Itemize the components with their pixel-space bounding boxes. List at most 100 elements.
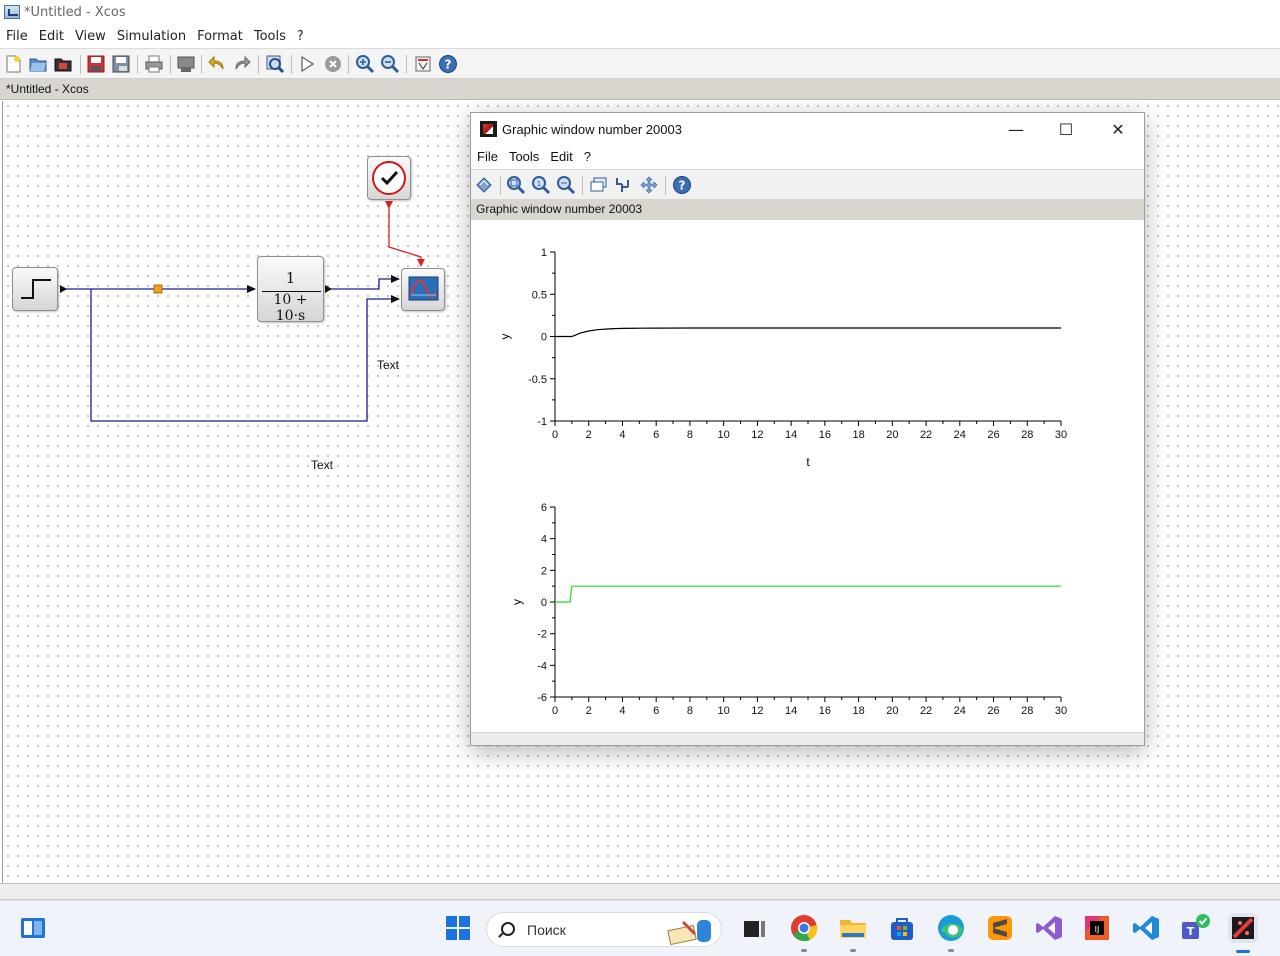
export-icon[interactable] — [176, 54, 196, 74]
menu-tools[interactable]: Tools — [253, 29, 286, 44]
zoom-fit-icon[interactable]: 1 — [531, 175, 551, 195]
zoom-in-icon[interactable] — [355, 54, 375, 74]
split-point[interactable] — [153, 284, 163, 294]
start-icon[interactable] — [443, 913, 473, 943]
y-tick-label-1-0: -6 — [537, 692, 547, 704]
x-tick-label-0-6: 12 — [751, 429, 763, 441]
undo-icon[interactable] — [207, 54, 227, 74]
visual-studio-icon[interactable] — [1034, 913, 1064, 943]
save-icon[interactable] — [86, 54, 106, 74]
x-tick-label-1-13: 26 — [987, 705, 999, 717]
jetbrains-icon[interactable]: IJ — [1082, 913, 1112, 943]
menu-view[interactable]: View — [74, 29, 106, 44]
main-menubar: File Edit View Simulation Format Tools? — [0, 27, 1280, 48]
transfer-function-block[interactable]: 1 10 + 10·s — [257, 256, 324, 324]
y-tick-label-1-3: 0 — [541, 597, 547, 609]
scilab-icon[interactable] — [1228, 913, 1258, 943]
rotate-icon[interactable] — [474, 175, 494, 195]
search-placeholder: Поиск — [527, 922, 566, 938]
tf-denominator: 10 + 10·s — [273, 292, 308, 324]
x-tick-label-0-9: 18 — [852, 429, 864, 441]
edge-icon[interactable] — [936, 913, 966, 943]
start-simulation-icon[interactable] — [297, 54, 317, 74]
new-diagram-icon[interactable] — [3, 54, 23, 74]
maximize-button[interactable]: ☐ — [1058, 120, 1074, 139]
print-icon[interactable] — [144, 54, 164, 74]
x-tick-label-1-14: 28 — [1021, 705, 1033, 717]
zoom-out-icon[interactable] — [380, 54, 400, 74]
chrome-icon[interactable] — [789, 913, 819, 943]
gmenu-file[interactable]: File — [477, 149, 498, 164]
menu-format[interactable]: Format — [197, 29, 243, 44]
graphic-window-titlebar[interactable]: Graphic window number 20003 — ☐ ✕ — [471, 113, 1144, 146]
learning-app-icon — [667, 920, 711, 946]
pan-icon[interactable] — [639, 175, 659, 195]
scope-icon — [408, 276, 439, 301]
save-as-icon[interactable] — [111, 54, 131, 74]
graphic-menubar: File Tools Edit? — [471, 149, 1144, 169]
datatip-manager-icon[interactable] — [614, 175, 634, 195]
gmenu-tools[interactable]: Tools — [508, 149, 540, 164]
widgets-icon[interactable] — [18, 913, 48, 943]
graphic-window-label-bar: Graphic window number 20003 — [471, 199, 1144, 220]
plot-area[interactable]: 0 2 4 6 8 10 12 14 16 18 20 22 24 26 28 30 -1 -0.5 0 0.5 1 t y… — [471, 220, 1144, 732]
close-button[interactable]: ✕ — [1111, 120, 1125, 139]
vscode-icon[interactable] — [1131, 913, 1161, 943]
open-icon[interactable] — [28, 54, 48, 74]
step-icon — [21, 279, 51, 299]
sublime-icon[interactable] — [985, 913, 1015, 943]
diagram-tab[interactable]: *Untitled - Xcos — [0, 79, 1280, 100]
stop-simulation-icon[interactable] — [323, 54, 343, 74]
menu-simulation[interactable]: Simulation — [116, 29, 187, 44]
redo-icon[interactable] — [232, 54, 252, 74]
series-line-0-0 — [555, 327, 1061, 338]
zoom-icon[interactable] — [506, 175, 526, 195]
y-tick-label-0-1: -0.5 — [528, 374, 547, 386]
open-in-scilab-icon[interactable] — [53, 54, 73, 74]
step-block[interactable] — [12, 267, 58, 311]
x-tick-label-1-7: 14 — [785, 705, 797, 717]
y-tick-label-1-6: 6 — [541, 502, 547, 514]
file-explorer-icon[interactable] — [838, 913, 868, 943]
x-tick-label-1-8: 16 — [819, 705, 831, 717]
x-tick-label-1-6: 12 — [751, 705, 763, 717]
menu-help[interactable]: ? — [296, 29, 304, 44]
text-label-1[interactable]: Text — [377, 358, 400, 372]
text-label-2[interactable]: Text — [311, 458, 334, 472]
palette-browser-icon[interactable] — [413, 54, 433, 74]
link-tf-to-scope-top[interactable] — [325, 278, 399, 290]
scilab-graphic-icon — [480, 121, 497, 137]
main-toolbar: ? — [0, 48, 1280, 79]
help-icon[interactable]: ? — [438, 54, 458, 74]
x-tick-label-1-2: 4 — [619, 705, 625, 717]
x-tick-label-0-8: 16 — [819, 429, 831, 441]
x-tick-label-0-15: 30 — [1055, 429, 1067, 441]
x-tick-label-0-0: 0 — [552, 429, 558, 441]
fit-diagram-icon[interactable] — [265, 54, 285, 74]
event-link-clock-to-scope[interactable] — [388, 201, 422, 263]
datatip-icon[interactable] — [589, 175, 609, 195]
x-tick-label-1-10: 20 — [886, 705, 898, 717]
graphic-help-icon[interactable]: ? — [672, 175, 692, 195]
y-tick-label-1-1: -4 — [537, 660, 547, 672]
minimize-button[interactable]: — — [1008, 120, 1024, 139]
scope-block[interactable] — [401, 268, 445, 311]
y-tick-label-0-3: 0.5 — [532, 289, 547, 301]
y-axis-label-0: y — [498, 334, 512, 340]
graphic-window[interactable]: Graphic window number 20003 — ☐ ✕ File To… — [470, 112, 1145, 746]
x-tick-label-1-12: 24 — [954, 705, 966, 717]
gmenu-help[interactable]: ? — [583, 149, 591, 164]
teams-icon[interactable]: T — [1180, 913, 1210, 943]
horizontal-scrollbar[interactable] — [0, 883, 1280, 900]
gmenu-edit[interactable]: Edit — [550, 149, 573, 164]
link-step-to-scope-bottom[interactable] — [90, 289, 399, 422]
y-tick-label-1-4: 2 — [541, 565, 547, 577]
unzoom-icon[interactable] — [556, 175, 576, 195]
menu-file[interactable]: File — [6, 29, 28, 44]
clock-block[interactable] — [367, 156, 411, 200]
x-tick-label-0-10: 20 — [886, 429, 898, 441]
task-view-icon[interactable] — [740, 913, 770, 943]
store-icon[interactable] — [887, 913, 917, 943]
menu-edit[interactable]: Edit — [38, 29, 64, 44]
search-box[interactable]: Поиск — [486, 912, 722, 947]
